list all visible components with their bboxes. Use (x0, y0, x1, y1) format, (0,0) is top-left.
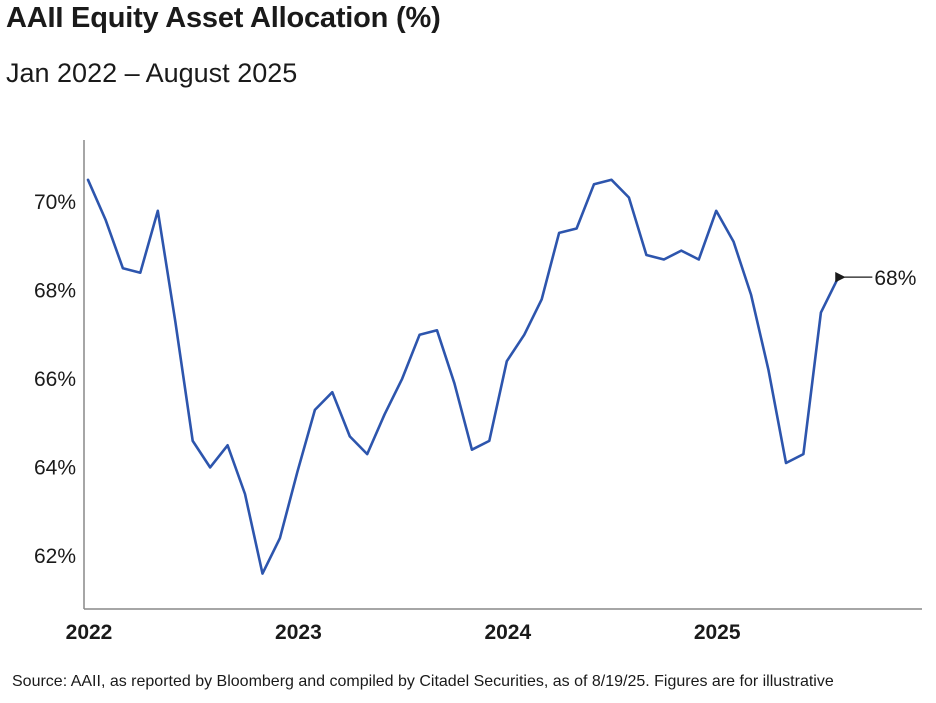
x-tick-label: 2024 (484, 621, 531, 644)
x-tick-label: 2025 (694, 621, 741, 644)
y-tick-label: 68% (34, 279, 76, 302)
y-tick-label: 62% (34, 545, 76, 568)
y-tick-label: 70% (34, 191, 76, 214)
source-note: Source: AAII, as reported by Bloomberg a… (12, 673, 834, 690)
y-tick-label: 64% (34, 456, 76, 479)
y-tick-label: 66% (34, 368, 76, 391)
chart-title: AAII Equity Asset Allocation (%) (6, 2, 441, 34)
series-line (86, 178, 840, 575)
x-tick-label: 2022 (66, 621, 113, 644)
x-tick-label: 2023 (275, 621, 322, 644)
annotation-label: 68% (874, 267, 916, 290)
chart-subtitle: Jan 2022 – August 2025 (6, 58, 298, 88)
